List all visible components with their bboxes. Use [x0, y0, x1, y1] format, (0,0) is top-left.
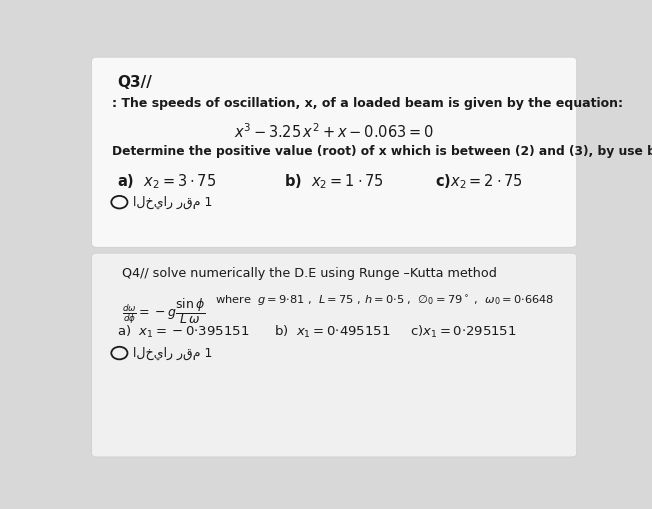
Text: c)$x_2 = 2 \cdot 75$: c)$x_2 = 2 \cdot 75$	[436, 173, 523, 191]
Text: $\frac{d\omega}{d\phi} = -g\dfrac{\sin\phi}{L\,\omega}$: $\frac{d\omega}{d\phi} = -g\dfrac{\sin\p…	[122, 296, 205, 326]
Text: Determine the positive value (root) of x which is between (2) and (3), by use bi: Determine the positive value (root) of x…	[112, 146, 652, 158]
Text: $x^3 - 3.25\,x^2 + x - 0.063 = 0$: $x^3 - 3.25\,x^2 + x - 0.063 = 0$	[234, 122, 434, 140]
Text: Q3//: Q3//	[117, 75, 152, 90]
Text: b)  $x_1 = 0{\cdot}495151$: b) $x_1 = 0{\cdot}495151$	[274, 324, 390, 340]
Text: الخيار رقم 1: الخيار رقم 1	[133, 195, 213, 209]
Text: a)  $x_1 = -0{\cdot}395151$: a) $x_1 = -0{\cdot}395151$	[117, 324, 249, 340]
Text: b)  $x_2 = 1 \cdot 75$: b) $x_2 = 1 \cdot 75$	[284, 173, 383, 191]
Text: الخيار رقم 1: الخيار رقم 1	[133, 347, 213, 360]
Text: c)$x_1 = 0{\cdot}295151$: c)$x_1 = 0{\cdot}295151$	[410, 324, 516, 340]
Text: : The speeds of oscillation, x, of a loaded beam is given by the equation:: : The speeds of oscillation, x, of a loa…	[112, 97, 623, 110]
FancyBboxPatch shape	[91, 57, 577, 247]
Text: a)  $x_2 = 3 \cdot 75$: a) $x_2 = 3 \cdot 75$	[117, 173, 216, 191]
Text: Q4// solve numerically the D.E using Runge –Kutta method: Q4// solve numerically the D.E using Run…	[122, 267, 497, 280]
FancyBboxPatch shape	[91, 253, 577, 457]
Text: where  $g = 9{\cdot}81$ ,  $L = 75$ , $h = 0{\cdot}5$ ,  $\emptyset_0 = 79^\circ: where $g = 9{\cdot}81$ , $L = 75$ , $h =…	[215, 294, 555, 308]
